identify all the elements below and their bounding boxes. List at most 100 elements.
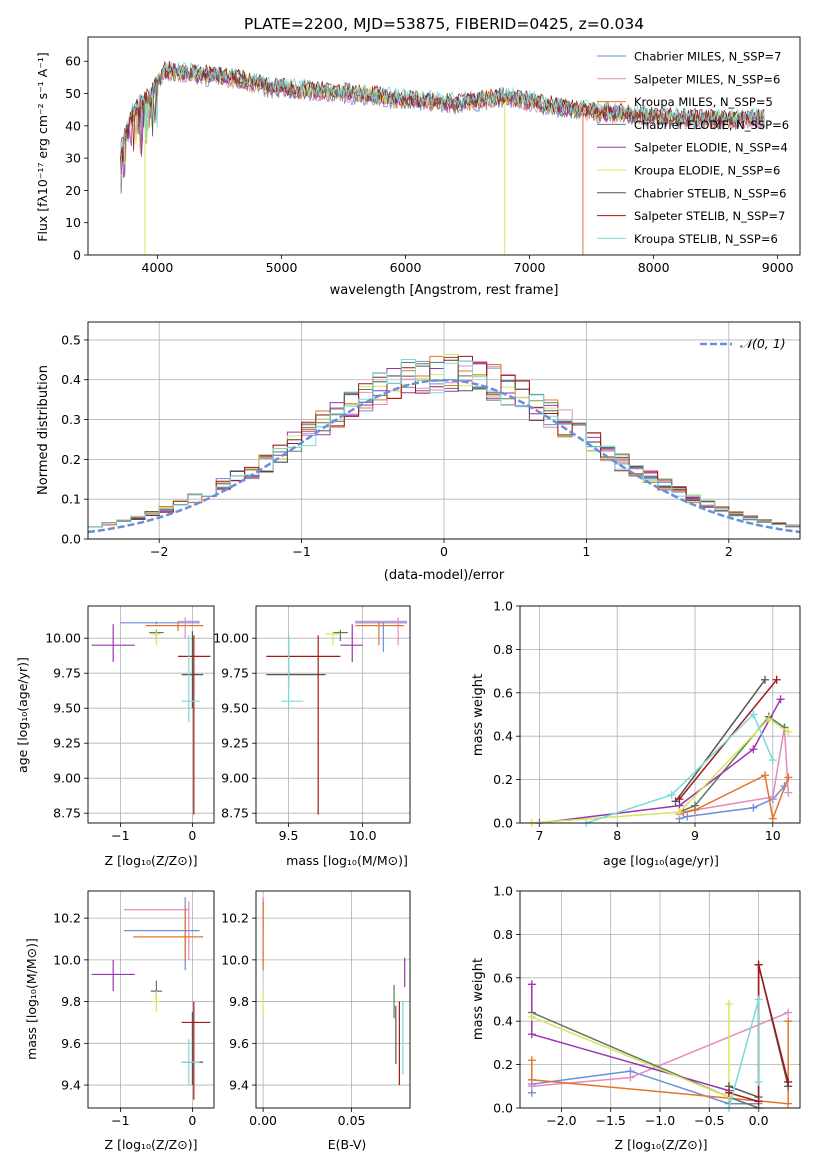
weight-vs-metallicity-plot-area: −2.0 −1.5 −1.0 −0.5 0.0 0.0 0.2 0.4 0.6 0.8 1.0 — [493, 884, 801, 1128]
residuals-xtick-label: 0 — [440, 544, 448, 559]
weight_vs_Z-ytick-label: 0.0 — [493, 1101, 513, 1116]
weight_vs_age-ytick-label: 0.8 — [493, 642, 513, 657]
weight_vs_age-marker-7-0 — [675, 795, 684, 804]
mass_vs_Z-ytick-label: 9.6 — [61, 1036, 81, 1051]
weight_vs_Z-marker-2-2 — [784, 1099, 793, 1108]
age_vs_mass-ytick-label: 8.75 — [221, 806, 249, 821]
weight_vs_Z-ytick-label: 0.4 — [493, 1014, 513, 1029]
spectrum-series-8 — [119, 61, 765, 157]
weight_vs_age-frame — [519, 605, 801, 824]
residuals-ytick-label: 0.2 — [61, 452, 81, 467]
residuals-ytick-label: 0.1 — [61, 492, 81, 507]
weight_vs_age-series-4 — [539, 698, 782, 823]
residuals-frame — [87, 321, 801, 540]
mass_vs_ebv-ytick-label: 9.8 — [229, 994, 249, 1009]
weight_vs_Z-series-2 — [531, 1021, 789, 1105]
age_vs_Z-frame — [87, 605, 215, 824]
spectrum-legend-label-7: Salpeter STELIB, N_SSP=7 — [634, 209, 785, 223]
mass_vs_ebv-ytick-label: 10.0 — [221, 952, 249, 967]
weight_vs_Z-marker-5-2 — [725, 999, 734, 1008]
weight_vs_Z-xtick-label: −1.0 — [645, 1113, 675, 1128]
spectrum-legend-label-1: Salpeter MILES, N_SSP=6 — [634, 72, 780, 86]
weight_vs_Z-xtick-label: 0.0 — [749, 1113, 769, 1128]
weight_vs_Z-xtick-label: −2.0 — [546, 1113, 576, 1128]
weight_vs_age-series-3 — [679, 715, 785, 813]
residuals-xtick-label: 2 — [725, 544, 733, 559]
spectrum-ytick-label: 20 — [65, 183, 81, 198]
age_vs_Z-xtick-label: 0 — [188, 828, 196, 843]
weight-vs-age-plot-area: 7 8 9 10 0.0 0.2 0.4 0.6 0.8 1.0 — [493, 599, 801, 843]
weight_vs_age-xtick-label: 10 — [765, 828, 781, 843]
weight_vs_Z-series-0 — [531, 1070, 759, 1105]
age_vs_mass-xtick-label: 10.0 — [349, 828, 377, 843]
weight_vs_age-series-6 — [674, 679, 766, 802]
weight_vs_Z-marker-4-0 — [527, 980, 536, 989]
mass_vs_Z-frame — [87, 890, 215, 1109]
spectrum-plot-area: 4000 5000 6000 7000 8000 9000 0 10 20 30 40 50 60 — [65, 36, 801, 275]
weight_vs_Z-marker-7-0 — [725, 1088, 734, 1097]
weight_vs_Z-ytick-label: 0.6 — [493, 970, 513, 985]
age_vs_mass-frame — [255, 605, 411, 824]
weight_vs_age-marker-1-4 — [784, 788, 793, 797]
mass_vs_ebv-frame — [255, 890, 411, 1109]
spectrum-xtick-label: 5000 — [266, 260, 298, 275]
weight_vs_age-marker-8-1 — [667, 790, 676, 799]
weight_vs_Z-marker-7-3 — [784, 1077, 793, 1086]
weight-vs-metallicity-ylabel: mass weight — [471, 958, 486, 1040]
weight_vs_Z-xtick-label: −1.5 — [596, 1113, 626, 1128]
spectrum-frame — [87, 36, 801, 256]
weight_vs_age-series-8 — [585, 713, 774, 823]
weight_vs_Z-marker-5-0 — [527, 1012, 536, 1021]
residuals-legend: 𝒩(0, 1) — [700, 336, 786, 351]
normal-legend-label: 𝒩(0, 1) — [740, 336, 786, 351]
weight_vs_age-marker-2-3 — [768, 814, 777, 823]
mass-vs-metallicity-panel: −1 0 9.4 9.6 9.8 10.0 10.2 Z [log₁₀(Z/Z⊙)] mas… — [24, 890, 215, 1152]
weight_vs_age-xtick-label: 9 — [691, 828, 699, 843]
spectrum-xlabel: wavelength [Angstrom, rest frame] — [330, 283, 559, 298]
spectrum-xtick-label: 6000 — [390, 260, 422, 275]
weight_vs_Z-xtick-label: −0.5 — [694, 1113, 724, 1128]
spectrum-xtick-label: 7000 — [514, 260, 546, 275]
weight_vs_age-marker-6-1 — [761, 675, 769, 684]
weight_vs_age-ytick-label: 0.4 — [493, 729, 513, 744]
spectrum-ytick-label: 60 — [65, 54, 81, 69]
weight_vs_age-xtick-label: 8 — [613, 828, 621, 843]
weight_vs_Z-ytick-label: 0.2 — [493, 1057, 513, 1072]
weight_vs_age-marker-5-2 — [764, 714, 773, 723]
spectrum-ytick-label: 0 — [73, 248, 81, 263]
spectrum-legend-label-4: Salpeter ELODIE, N_SSP=4 — [634, 141, 788, 155]
weight_vs_age-marker-4-2 — [749, 745, 758, 754]
residuals-ytick-label: 0.0 — [61, 532, 81, 547]
weight_vs_Z-ytick-label: 0.8 — [493, 927, 513, 942]
age_vs_mass-xtick-label: 9.5 — [279, 828, 299, 843]
mass_vs_ebv-xtick-label: 0.05 — [338, 1113, 366, 1128]
mass_vs_Z-ytick-label: 9.4 — [61, 1078, 81, 1093]
spectrum-xtick-label: 9000 — [762, 260, 794, 275]
weight_vs_Z-marker-1-1 — [626, 1073, 635, 1082]
weight_vs_Z-marker-2-3 — [784, 1017, 793, 1026]
weight_vs_Z-marker-1-2 — [784, 1008, 793, 1017]
mass_vs_Z-ytick-label: 10.2 — [53, 911, 81, 926]
mass_vs_ebv-xtick-label: 0.00 — [249, 1113, 277, 1128]
age_vs_mass-ytick-label: 9.50 — [221, 701, 249, 716]
mass_vs_Z-ytick-label: 9.8 — [61, 994, 81, 1009]
age-vs-mass-xlabel: mass [log₁₀(M/M⊙)] — [286, 853, 408, 868]
mass_vs_Z-xtick-label: 0 — [188, 1113, 196, 1128]
residuals-ytick-label: 0.4 — [61, 372, 81, 387]
age-vs-metallicity-plot-area: −1 0 8.75 9.00 9.25 9.50 9.75 10.00 — [45, 605, 215, 843]
weight_vs_age-ytick-label: 1.0 — [493, 599, 513, 614]
mass_vs_Z-xtick-label: −1 — [111, 1113, 129, 1128]
weight_vs_age-marker-4-3 — [776, 695, 785, 704]
weight_vs_Z-marker-8-2 — [754, 1077, 763, 1086]
age_vs_Z-ytick-label: 9.25 — [53, 736, 81, 751]
mass-vs-ebv-plot-area: 0.00 0.05 9.4 9.6 9.8 10.0 10.2 — [221, 890, 411, 1128]
mass_vs_ebv-ytick-label: 9.4 — [229, 1078, 249, 1093]
mass-vs-ebv-xlabel: E(B-V) — [328, 1137, 367, 1152]
mass-vs-ebv-panel: 0.00 0.05 9.4 9.6 9.8 10.0 10.2 E(B-V) — [221, 890, 411, 1152]
weight_vs_age-marker-2-2 — [761, 771, 769, 780]
spectrum-legend-label-3: Chabrier ELODIE, N_SSP=6 — [634, 118, 789, 132]
spectrum-ytick-label: 10 — [65, 215, 81, 230]
weight_vs_Z-series-3 — [531, 1011, 759, 1108]
weight-vs-metallicity-xlabel: Z [log₁₀(Z/Z⊙)] — [615, 1137, 708, 1152]
